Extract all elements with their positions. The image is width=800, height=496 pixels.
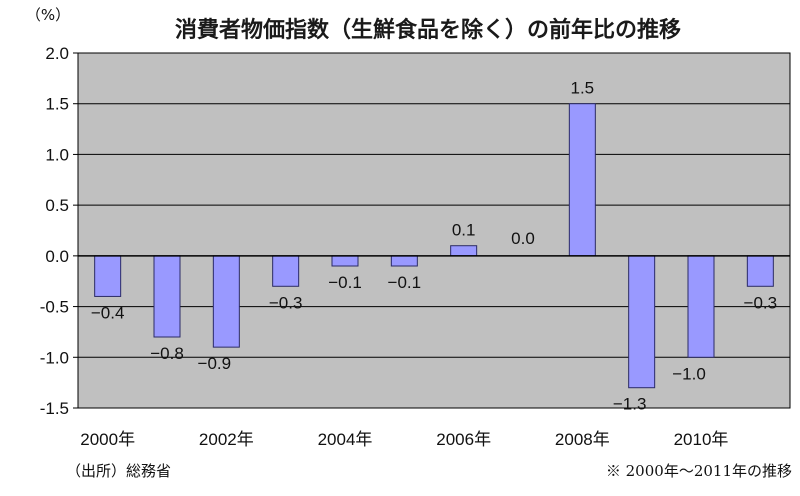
bar-2004 — [331, 255, 359, 267]
bar-2000 — [94, 255, 122, 297]
data-label-2001: −0.8 — [150, 344, 184, 363]
data-label-2007: 0.0 — [511, 229, 535, 248]
data-label-2008: 1.5 — [571, 79, 595, 98]
bar-2005 — [390, 255, 418, 267]
data-label-2009: −1.3 — [613, 395, 647, 414]
bar-2006 — [450, 245, 478, 257]
gridlines — [78, 103, 790, 358]
data-label-2005: −0.1 — [388, 273, 422, 292]
x-tick-label: 2006年 — [436, 430, 491, 449]
bar-2002 — [212, 255, 240, 348]
data-label-2002: −0.9 — [198, 354, 232, 373]
data-label-2003: −0.3 — [269, 293, 303, 312]
x-tick-label: 2004年 — [318, 430, 373, 449]
x-tick-label: 2010年 — [674, 430, 729, 449]
source-note: （出所）総務省 — [66, 462, 171, 480]
bar-series — [94, 103, 774, 389]
bar-2011 — [746, 255, 774, 287]
bar-2008 — [568, 103, 596, 257]
x-tick-label: 2000年 — [80, 430, 135, 449]
data-labels: −0.4 −0.8 −0.9 −0.3 −0.1 −0.1 0.1 0.0 1.5 −1.3 −1.… — [91, 79, 777, 414]
y-tick-label: -1.5 — [40, 399, 69, 418]
bar-2009 — [628, 255, 656, 389]
y-tick-label: 0.0 — [45, 247, 69, 266]
y-tick-label: -1.0 — [40, 348, 69, 367]
y-axis-ticks: 2.0 1.5 1.0 0.5 0.0 -0.5 -1.0 -1.5 — [40, 44, 78, 418]
data-label-2010: −1.0 — [672, 364, 706, 383]
data-label-2011: −0.3 — [744, 293, 778, 312]
data-label-2000: −0.4 — [91, 303, 125, 322]
y-tick-label: -0.5 — [40, 298, 69, 317]
y-tick-label: 1.5 — [45, 95, 69, 114]
period-note: ※ 2000年〜2011年の推移 — [606, 462, 792, 480]
y-axis-unit: （%） — [26, 6, 70, 24]
y-tick-label: 0.5 — [45, 196, 69, 215]
y-tick-label: 1.0 — [45, 145, 69, 164]
plot-area — [77, 52, 791, 409]
x-tick-label: 2008年 — [555, 430, 610, 449]
x-tick-label: 2002年 — [199, 430, 254, 449]
x-axis-ticks: 2000年 2002年 2004年 2006年 2008年 2010年 — [80, 430, 728, 449]
y-tick-label: 2.0 — [45, 44, 69, 63]
bar-2003 — [272, 255, 300, 287]
data-label-2006: 0.1 — [452, 221, 476, 240]
bar-2001 — [153, 255, 181, 338]
data-label-2004: −0.1 — [328, 273, 362, 292]
bar-2010 — [687, 255, 715, 358]
chart-title: 消費者物価指数（生鮮食品を除く）の前年比の推移 — [175, 17, 681, 43]
